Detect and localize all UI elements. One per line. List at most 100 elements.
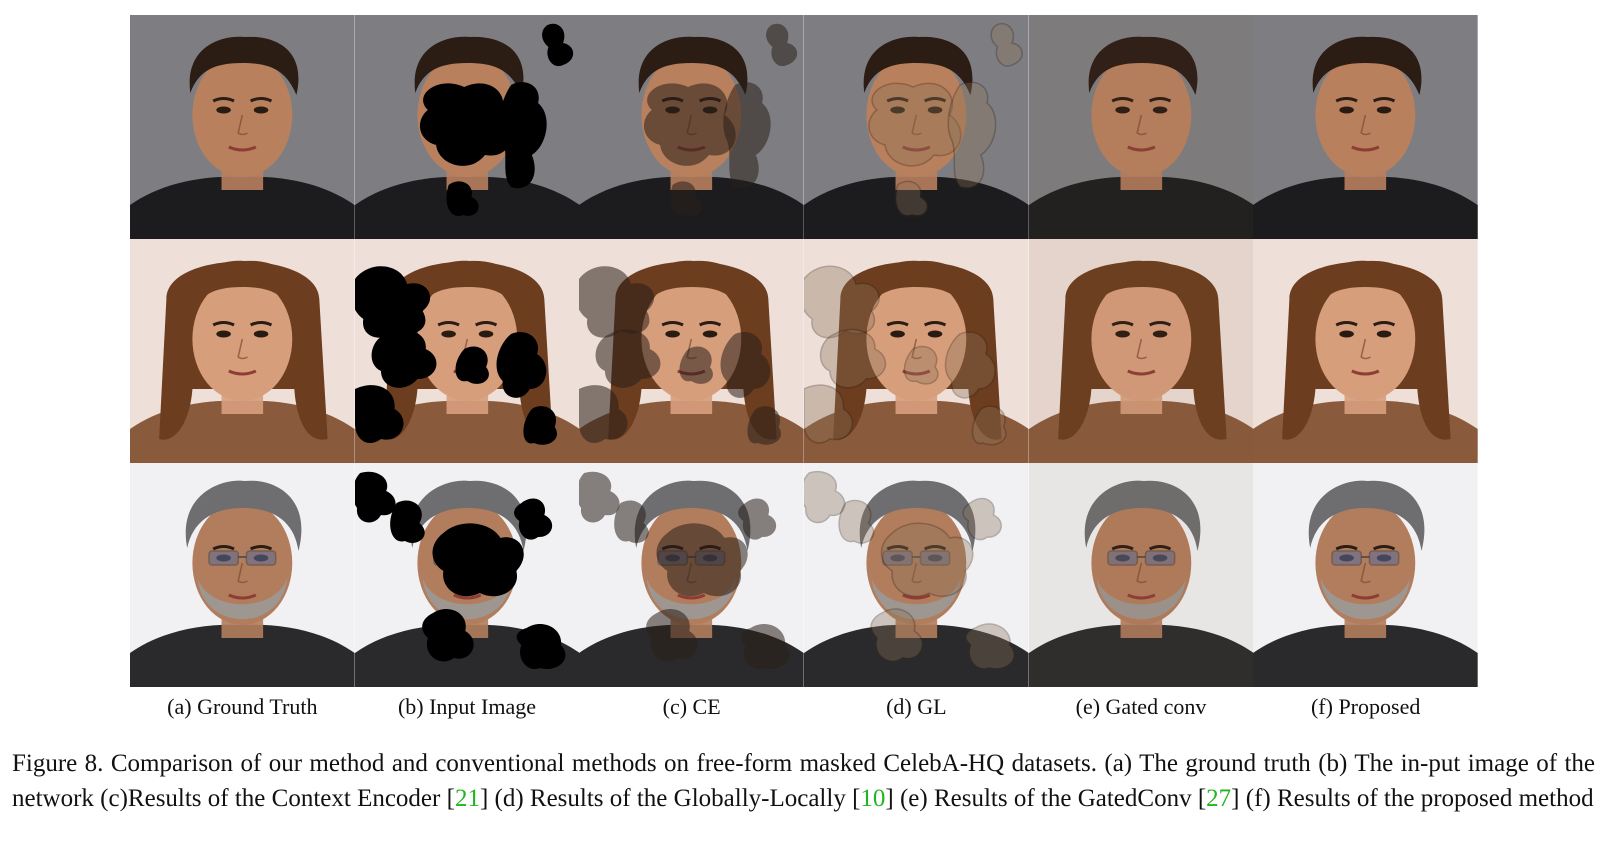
right-brow — [923, 321, 947, 327]
right-eye — [1377, 330, 1392, 338]
gl-artifact-blob — [880, 522, 974, 597]
caption-ref-10[interactable]: 10 — [860, 785, 886, 812]
nose-line — [911, 114, 922, 136]
right-brow — [474, 321, 497, 327]
gl-artifact-blob — [894, 180, 929, 217]
hair-top-shape — [189, 36, 299, 95]
mouth-line — [1126, 145, 1156, 152]
gl-artifact-blob — [971, 405, 1007, 446]
right-eye — [253, 330, 269, 338]
column-label-b: (b) Input Image — [397, 694, 537, 719]
right-brow — [249, 545, 273, 551]
mouth-line — [228, 145, 257, 152]
hair-top-shape — [635, 480, 751, 551]
nose-line — [237, 114, 248, 136]
gated-tint — [1028, 239, 1254, 463]
left-eye — [1339, 330, 1355, 338]
figure-tile-man-dark-hair-e — [1028, 15, 1254, 239]
column-labels: (a) Ground Truth (b) Input Image (c) CE (d)… — [130, 692, 1478, 722]
mouth-line — [902, 145, 931, 152]
hair-top-shape — [189, 260, 299, 319]
right-eye — [703, 330, 718, 338]
ce-artifact-blob — [740, 624, 790, 669]
right-eye — [1152, 106, 1167, 114]
glasses-right-lens — [245, 550, 277, 566]
caption-text-prefix: Figure 8. Comparison of our method and c… — [12, 750, 1595, 812]
mask-blob — [516, 624, 566, 669]
ce-artifact-blob — [646, 609, 698, 662]
mask-blob — [354, 266, 430, 338]
left-eye — [890, 330, 905, 338]
gl-artifact-blob — [947, 81, 997, 189]
figure-tile-man-dark-hair-d — [804, 15, 1029, 239]
gl-artifact-blob — [819, 328, 887, 389]
face-photo-d — [804, 239, 1029, 463]
face-photo-e — [1028, 463, 1254, 687]
face-photo-f — [1253, 239, 1478, 463]
right-eye — [253, 106, 269, 114]
left-eye — [440, 330, 456, 338]
figure-tile-woman-long-hair-b — [354, 239, 580, 463]
glasses-right-lens — [919, 550, 951, 566]
right-brow — [249, 97, 273, 103]
left-brow — [437, 321, 460, 327]
left-brow — [1111, 321, 1134, 327]
ce-artifact-blob — [766, 23, 798, 67]
glasses-left-lens — [208, 550, 239, 566]
gl-artifact-blob — [870, 608, 924, 663]
caption-ref-27[interactable]: 27 — [1206, 785, 1232, 812]
column-label-e: (e) Gated conv — [1075, 694, 1207, 719]
figure-tile-woman-long-hair-e — [1028, 239, 1254, 463]
hair-top-shape — [1084, 480, 1201, 551]
glasses-right-lens — [1144, 550, 1176, 566]
right-brow — [1373, 97, 1396, 103]
shoulders-shape — [1253, 176, 1478, 239]
left-eye — [1114, 106, 1130, 114]
gl-artifact-blob — [804, 384, 854, 444]
nose-line — [1360, 562, 1372, 584]
hair-top-shape — [1312, 260, 1422, 319]
face-photo-b — [354, 463, 580, 687]
mask-blob — [432, 523, 524, 597]
nose-line — [911, 562, 922, 584]
mask-blob — [541, 23, 573, 67]
hair-top-shape — [1309, 480, 1425, 551]
mask-blob — [523, 406, 557, 445]
figure-tile-man-grey-hair-glasses-c — [579, 463, 804, 687]
ce-artifact-blob — [614, 500, 650, 543]
left-brow — [886, 97, 909, 103]
left-brow — [886, 321, 909, 327]
hair-top-shape — [1088, 260, 1198, 319]
figure-tile-man-grey-hair-glasses-e — [1028, 463, 1254, 687]
nose-line — [911, 338, 922, 360]
mouth-line — [902, 369, 931, 376]
glasses-right-lens — [1369, 550, 1400, 566]
ce-artifact-blob — [670, 181, 703, 216]
mask-blob — [498, 82, 547, 189]
glasses-left-lens — [1106, 550, 1138, 566]
face-photo-b — [354, 15, 580, 239]
mask-blob — [421, 609, 474, 662]
beard-shape — [1096, 578, 1186, 620]
face-photo-e — [1028, 239, 1254, 463]
face-photo-a — [130, 15, 355, 239]
figure-tile-man-grey-hair-glasses-b — [354, 463, 580, 687]
mask-blob — [354, 471, 396, 523]
face-photo-c — [579, 15, 804, 239]
ce-artifact-blob — [579, 385, 628, 444]
left-brow — [212, 97, 235, 103]
mask-blob — [419, 83, 512, 166]
gl-artifact-blob — [903, 345, 939, 385]
shoulders-shape — [804, 624, 1029, 687]
right-brow — [1148, 545, 1171, 551]
left-brow — [886, 545, 909, 551]
left-brow — [1335, 545, 1359, 551]
mouth-line — [1351, 369, 1380, 376]
ce-artifact-blob — [644, 83, 737, 166]
caption-text-suffix: ] (f) Results of the proposed method — [1231, 785, 1594, 812]
caption-ref-21[interactable]: 21 — [454, 785, 480, 812]
left-brow — [212, 321, 235, 327]
figure-tile-woman-long-hair-d — [804, 239, 1029, 463]
figure-tile-woman-long-hair-f — [1253, 239, 1478, 463]
column-label-f: (f) Proposed — [1310, 694, 1421, 719]
